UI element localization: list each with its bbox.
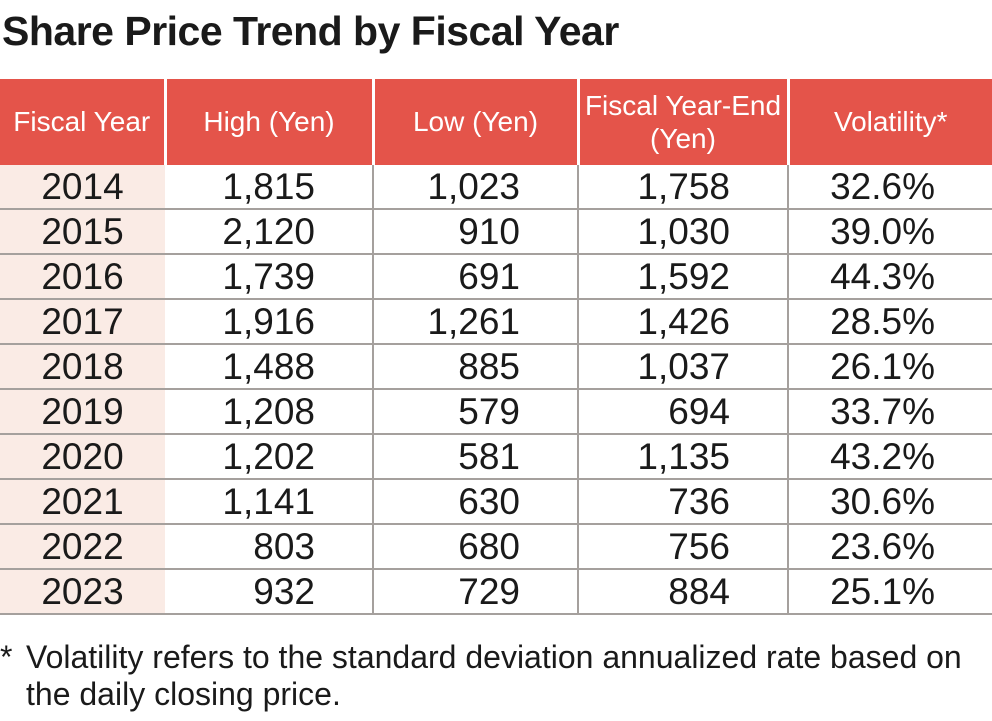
- column-header-low: Low (Yen): [371, 79, 578, 165]
- cell-fiscal-year: 2015: [0, 208, 165, 254]
- table-row: 2019 1,208 579 694 33.7%: [0, 388, 992, 434]
- column-header-volatility: Volatility*: [786, 79, 992, 165]
- cell-high: 1,815: [165, 165, 373, 209]
- cell-volatility: 33.7%: [787, 388, 992, 434]
- cell-high: 2,120: [165, 208, 373, 254]
- cell-low: 729: [372, 568, 578, 615]
- table-row: 2014 1,815 1,023 1,758 32.6%: [0, 165, 992, 209]
- table-header-row: Fiscal Year High (Yen) Low (Yen) Fiscal …: [0, 79, 992, 165]
- cell-high: 1,739: [165, 253, 373, 299]
- cell-fiscal-year: 2017: [0, 298, 165, 344]
- cell-low: 581: [372, 433, 578, 479]
- table-row: 2022 803 680 756 23.6%: [0, 523, 992, 569]
- cell-high: 1,202: [165, 433, 373, 479]
- table-row: 2018 1,488 885 1,037 26.1%: [0, 343, 992, 389]
- cell-fiscal-year-end: 756: [577, 523, 788, 569]
- cell-volatility: 28.5%: [787, 298, 992, 344]
- cell-fiscal-year: 2023: [0, 568, 165, 615]
- cell-high: 803: [165, 523, 373, 569]
- cell-fiscal-year: 2019: [0, 388, 165, 434]
- cell-fiscal-year-end: 694: [577, 388, 788, 434]
- cell-volatility: 32.6%: [787, 165, 992, 209]
- cell-volatility: 43.2%: [787, 433, 992, 479]
- table-row: 2023 932 729 884 25.1%: [0, 568, 992, 615]
- share-price-table: Fiscal Year High (Yen) Low (Yen) Fiscal …: [0, 79, 992, 615]
- cell-low: 691: [372, 253, 578, 299]
- column-header-high: High (Yen): [163, 79, 373, 165]
- cell-high: 1,208: [165, 388, 373, 434]
- table-header: Fiscal Year High (Yen) Low (Yen) Fiscal …: [0, 79, 992, 165]
- cell-fiscal-year: 2016: [0, 253, 165, 299]
- cell-high: 1,916: [165, 298, 373, 344]
- cell-fiscal-year-end: 884: [577, 568, 788, 615]
- column-header-fiscal-year-end: Fiscal Year-End (Yen): [576, 79, 788, 165]
- cell-fiscal-year-end: 1,135: [577, 433, 788, 479]
- cell-fiscal-year: 2021: [0, 478, 165, 524]
- cell-fiscal-year: 2014: [0, 165, 165, 209]
- cell-high: 1,141: [165, 478, 373, 524]
- table-body: 2014 1,815 1,023 1,758 32.6% 2015 2,120 910 1,03…: [0, 165, 992, 615]
- cell-low: 680: [372, 523, 578, 569]
- cell-fiscal-year-end: 1,426: [577, 298, 788, 344]
- cell-volatility: 25.1%: [787, 568, 992, 615]
- cell-fiscal-year-end: 1,592: [577, 253, 788, 299]
- cell-volatility: 39.0%: [787, 208, 992, 254]
- cell-high: 1,488: [165, 343, 373, 389]
- cell-low: 885: [372, 343, 578, 389]
- cell-volatility: 44.3%: [787, 253, 992, 299]
- cell-volatility: 30.6%: [787, 478, 992, 524]
- cell-low: 1,023: [372, 165, 578, 209]
- cell-fiscal-year: 2020: [0, 433, 165, 479]
- cell-high: 932: [165, 568, 373, 615]
- cell-low: 579: [372, 388, 578, 434]
- cell-low: 1,261: [372, 298, 578, 344]
- cell-fiscal-year: 2022: [0, 523, 165, 569]
- footnote-text: Volatility refers to the standard deviat…: [26, 639, 962, 712]
- cell-low: 910: [372, 208, 578, 254]
- cell-fiscal-year: 2018: [0, 343, 165, 389]
- table-row: 2015 2,120 910 1,030 39.0%: [0, 208, 992, 254]
- cell-fiscal-year-end: 1,758: [577, 165, 788, 209]
- cell-fiscal-year-end: 1,037: [577, 343, 788, 389]
- table-row: 2021 1,141 630 736 30.6%: [0, 478, 992, 524]
- footnote-marker: *: [0, 639, 13, 675]
- table-row: 2020 1,202 581 1,135 43.2%: [0, 433, 992, 479]
- footnote: * Volatility refers to the standard devi…: [0, 639, 992, 713]
- table-row: 2017 1,916 1,261 1,426 28.5%: [0, 298, 992, 344]
- page-title: Share Price Trend by Fiscal Year: [2, 8, 619, 54]
- cell-fiscal-year-end: 736: [577, 478, 788, 524]
- column-header-fiscal-year: Fiscal Year: [0, 79, 165, 165]
- page: Share Price Trend by Fiscal Year Fiscal …: [0, 7, 992, 721]
- cell-volatility: 26.1%: [787, 343, 992, 389]
- table-row: 2016 1,739 691 1,592 44.3%: [0, 253, 992, 299]
- cell-fiscal-year-end: 1,030: [577, 208, 788, 254]
- cell-volatility: 23.6%: [787, 523, 992, 569]
- cell-low: 630: [372, 478, 578, 524]
